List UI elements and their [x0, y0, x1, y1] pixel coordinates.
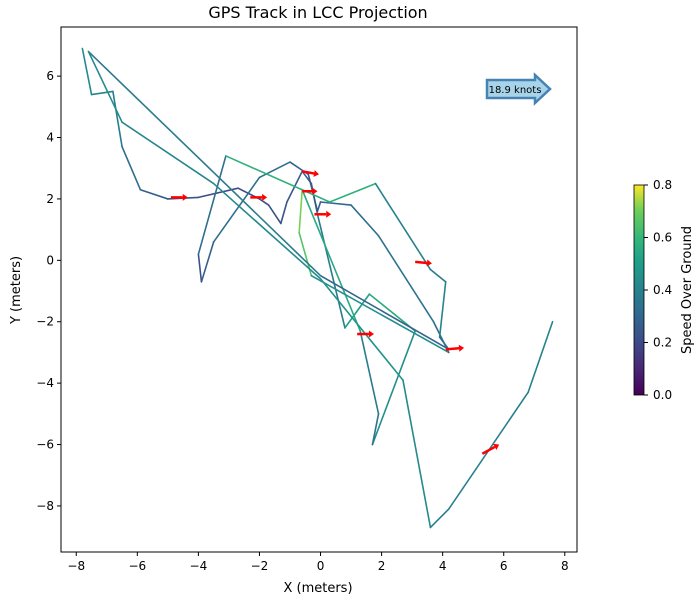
track-segment — [359, 330, 380, 415]
track-segment — [258, 161, 291, 179]
y-tick-label: −2 — [36, 315, 54, 329]
heading-arrow — [481, 443, 500, 455]
track-segment — [121, 121, 215, 185]
colorbar-tick-label: 0.2 — [653, 336, 672, 350]
heading-arrow — [301, 170, 319, 177]
y-tick-label: 6 — [46, 69, 54, 83]
colorbar-label: Speed Over Ground — [680, 226, 695, 354]
track-segment — [371, 413, 380, 446]
heading-arrow — [250, 193, 268, 201]
track-segment — [298, 188, 304, 234]
y-tick-label: −4 — [36, 376, 54, 390]
colorbar-tick-label: 0.4 — [653, 283, 672, 297]
x-tick-label: −8 — [67, 559, 85, 573]
x-tick-label: −4 — [190, 559, 208, 573]
track-segment — [212, 176, 261, 243]
track-segment — [438, 336, 450, 351]
track-segment — [200, 241, 215, 283]
track-segment — [319, 277, 404, 381]
plot-area — [60, 26, 578, 553]
heading-arrow — [445, 344, 465, 352]
colorbar: 0.0 0.2 0.4 0.6 0.8 Speed Over Ground — [633, 178, 695, 402]
y-tick-label: 2 — [46, 192, 54, 206]
y-tick-label: 0 — [46, 253, 54, 267]
track-segment — [225, 155, 331, 203]
track-segment — [429, 508, 450, 529]
heading-arrow — [314, 210, 332, 218]
heading-arrow — [302, 187, 318, 195]
colorbar-tick-label: 0.6 — [653, 231, 672, 245]
annotation-text: 18.9 knots — [489, 85, 542, 96]
x-axis-label: X (meters) — [283, 581, 352, 596]
track-segment — [344, 293, 371, 329]
x-tick-label: −2 — [251, 559, 269, 573]
track-segment — [527, 320, 554, 394]
y-axis-label: Y (meters) — [9, 256, 24, 325]
y-axis-ticks: −8 −6 −4 −2 0 2 4 6 — [36, 69, 61, 513]
track-segment — [112, 90, 123, 148]
track-segment — [258, 198, 270, 206]
colorbar-tick-label: 0.8 — [653, 178, 672, 192]
x-tick-label: 2 — [378, 559, 386, 573]
speed-annotation: 18.9 knots — [485, 72, 552, 106]
track-segment — [280, 201, 288, 225]
x-axis-ticks: −8 −6 −4 −2 0 2 4 6 8 — [67, 552, 569, 573]
x-tick-label: −6 — [128, 559, 146, 573]
track-segment — [316, 201, 322, 213]
track-segment — [197, 155, 227, 255]
track-segment — [81, 47, 93, 96]
x-tick-label: 8 — [561, 559, 569, 573]
track-segment — [90, 90, 114, 96]
track-segment — [87, 50, 322, 277]
track-segment — [316, 213, 346, 329]
track-segment — [371, 330, 416, 446]
track-segment — [139, 188, 169, 200]
colorbar-tick-label: 0.0 — [653, 388, 672, 402]
track-segment — [87, 50, 123, 123]
annotation-arrow-box — [485, 72, 552, 106]
track-segment — [267, 204, 282, 225]
colorbar-gradient — [633, 184, 645, 396]
y-tick-label: −6 — [36, 438, 54, 452]
track-segment — [429, 268, 447, 283]
track-segment — [301, 188, 362, 332]
y-tick-label: −8 — [36, 499, 54, 513]
heading-arrows — [170, 170, 500, 455]
track-segment — [310, 274, 450, 354]
heading-arrow — [170, 193, 188, 201]
track-segment — [438, 281, 447, 338]
x-tick-label: 6 — [500, 559, 508, 573]
chart-title: GPS Track in LCC Projection — [208, 3, 427, 22]
track-segment — [319, 201, 352, 206]
track-segment — [377, 234, 435, 323]
track-segment — [319, 274, 450, 351]
track-segment — [328, 182, 377, 203]
heading-arrow — [357, 330, 374, 338]
track-segment — [402, 379, 432, 529]
heading-arrow — [415, 259, 432, 267]
x-tick-label: 4 — [439, 559, 447, 573]
track-segment — [374, 182, 432, 271]
track-segment — [212, 182, 322, 280]
x-tick-label: 0 — [317, 559, 325, 573]
colorbar-ticks: 0.0 0.2 0.4 0.6 0.8 — [644, 178, 672, 402]
track-segment — [121, 145, 142, 191]
y-tick-label: 4 — [46, 131, 54, 145]
track-segment — [350, 204, 380, 237]
track-segment — [197, 253, 203, 283]
